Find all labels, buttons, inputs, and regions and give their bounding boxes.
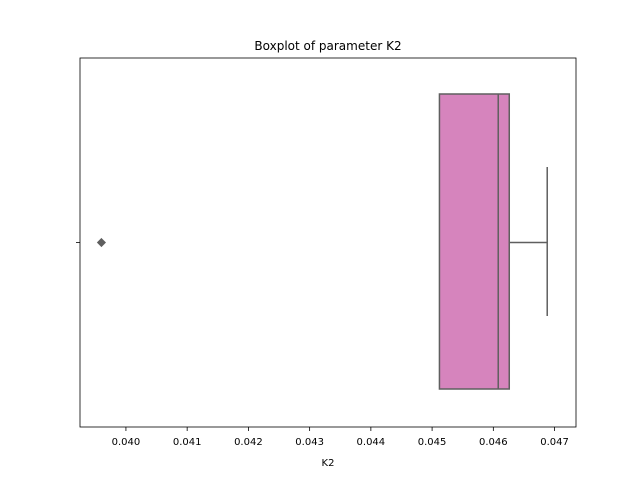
x-tick-label: 0.042 [234, 437, 263, 448]
chart-title: Boxplot of parameter K2 [254, 39, 401, 53]
x-tick-label: 0.043 [295, 437, 324, 448]
x-axis-label: K2 [322, 458, 335, 469]
x-tick-label: 0.045 [418, 437, 447, 448]
x-tick-label: 0.046 [479, 437, 508, 448]
x-tick-label: 0.041 [173, 437, 202, 448]
x-tick-label: 0.044 [357, 437, 386, 448]
outlier-point [96, 237, 106, 248]
x-axis: 0.040 0.041 0.042 0.043 0.044 0.045 0.046 0.047 [112, 427, 569, 448]
x-tick-label: 0.047 [540, 437, 569, 448]
x-tick-label: 0.040 [112, 437, 141, 448]
